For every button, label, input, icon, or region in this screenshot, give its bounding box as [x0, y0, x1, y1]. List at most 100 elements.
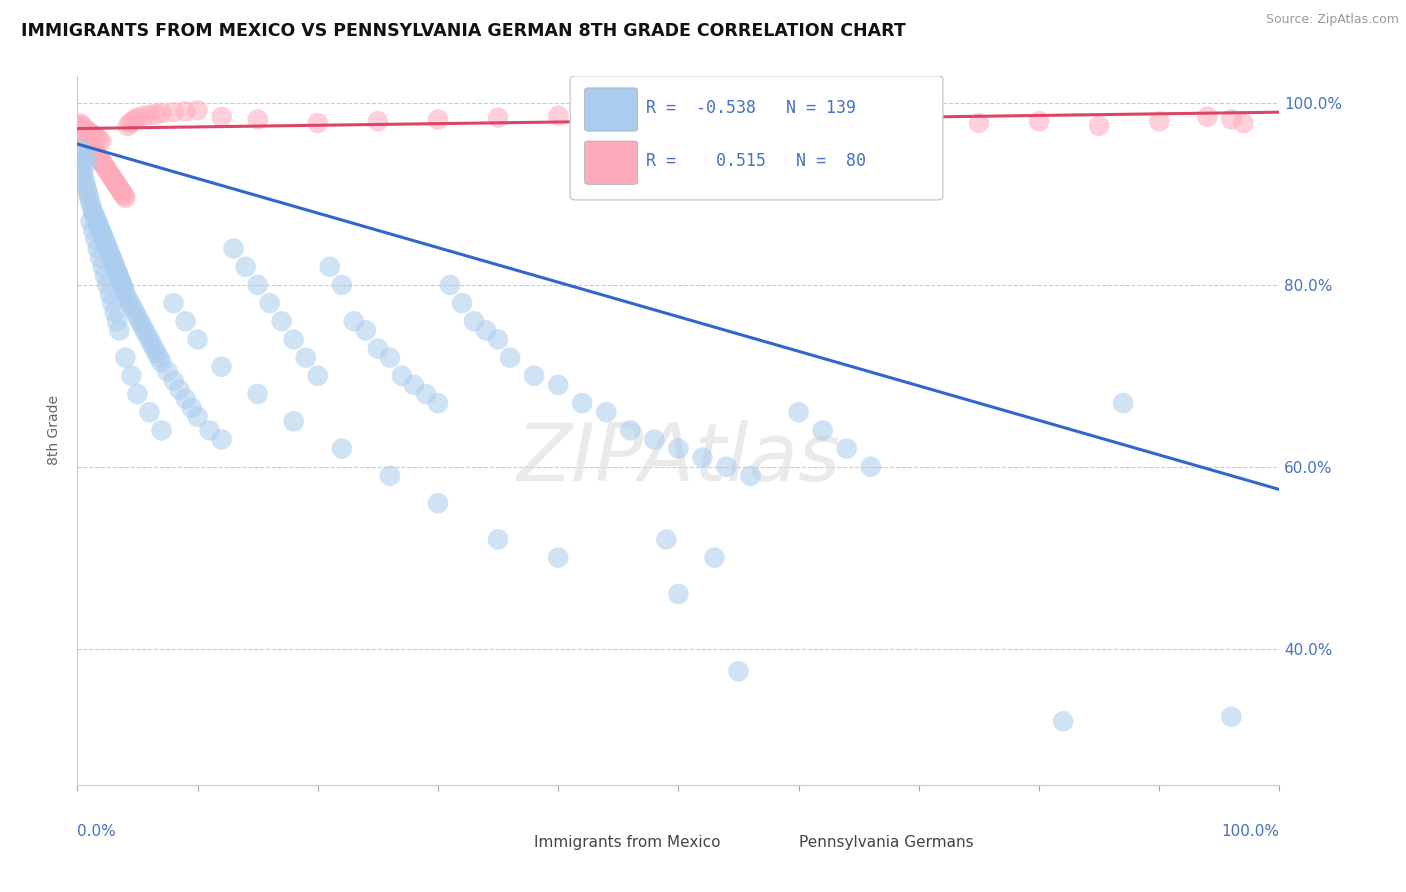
- Point: [105, 264, 128, 278]
- Point: [90, 154, 112, 169]
- Point: [97, 165, 120, 179]
- Text: R =    0.515   N =  80: R = 0.515 N = 80: [645, 152, 866, 169]
- Point: [97, 244, 120, 258]
- Point: [486, 111, 509, 125]
- Point: [80, 127, 103, 141]
- Point: [83, 207, 105, 221]
- Point: [110, 273, 132, 287]
- Point: [105, 314, 128, 328]
- Point: [91, 156, 114, 170]
- Point: [835, 442, 858, 456]
- Point: [486, 333, 509, 347]
- Point: [211, 433, 233, 447]
- Point: [367, 114, 389, 128]
- Point: [101, 170, 124, 185]
- Point: [67, 119, 90, 133]
- Point: [117, 119, 139, 133]
- Text: R =  -0.538   N = 139: R = -0.538 N = 139: [645, 99, 856, 117]
- Text: Source: ZipAtlas.com: Source: ZipAtlas.com: [1265, 13, 1399, 27]
- Point: [86, 147, 108, 161]
- FancyBboxPatch shape: [769, 810, 790, 838]
- Point: [73, 121, 96, 136]
- Point: [162, 373, 184, 387]
- Point: [174, 104, 197, 119]
- Point: [439, 277, 461, 292]
- Point: [101, 296, 124, 310]
- Point: [108, 270, 131, 285]
- Point: [87, 216, 110, 230]
- Point: [86, 214, 108, 228]
- Point: [787, 405, 810, 419]
- Point: [415, 387, 437, 401]
- Point: [402, 378, 425, 392]
- Point: [87, 219, 110, 233]
- Point: [128, 314, 150, 328]
- Point: [1112, 396, 1135, 410]
- Point: [1052, 714, 1074, 729]
- Point: [94, 235, 117, 249]
- Point: [117, 292, 139, 306]
- Point: [132, 109, 155, 123]
- Point: [330, 277, 353, 292]
- Point: [70, 123, 93, 137]
- Point: [499, 351, 522, 365]
- Point: [111, 185, 134, 199]
- Point: [1028, 114, 1050, 128]
- Point: [79, 125, 101, 139]
- Point: [1088, 119, 1111, 133]
- Point: [186, 409, 209, 424]
- Point: [427, 496, 450, 510]
- Point: [103, 255, 125, 269]
- Point: [89, 251, 111, 265]
- Point: [235, 260, 257, 274]
- Point: [811, 424, 834, 438]
- Point: [105, 178, 128, 192]
- Point: [75, 178, 97, 192]
- Point: [112, 189, 135, 203]
- Point: [475, 323, 498, 337]
- Point: [523, 368, 546, 383]
- Point: [75, 130, 97, 145]
- Point: [111, 276, 134, 290]
- Point: [94, 160, 117, 174]
- Point: [72, 127, 94, 141]
- Point: [547, 550, 569, 565]
- Point: [307, 116, 329, 130]
- Point: [111, 279, 134, 293]
- Point: [1232, 116, 1254, 130]
- Point: [124, 112, 146, 127]
- Point: [330, 442, 353, 456]
- Point: [716, 459, 738, 474]
- Point: [100, 249, 122, 263]
- Point: [112, 283, 135, 297]
- Point: [90, 225, 112, 239]
- Point: [283, 333, 305, 347]
- Point: [96, 277, 118, 292]
- Point: [1197, 110, 1219, 124]
- Point: [98, 167, 121, 181]
- Point: [114, 191, 136, 205]
- Point: [79, 196, 101, 211]
- Point: [1149, 114, 1171, 128]
- Point: [848, 103, 870, 118]
- Point: [619, 424, 641, 438]
- Point: [186, 333, 209, 347]
- Point: [108, 323, 131, 337]
- Point: [121, 301, 143, 315]
- Point: [595, 405, 617, 419]
- Point: [908, 102, 931, 116]
- Point: [79, 137, 101, 152]
- Point: [72, 169, 94, 183]
- Point: [294, 351, 316, 365]
- Point: [96, 237, 118, 252]
- Point: [69, 151, 91, 165]
- Point: [98, 246, 121, 260]
- Point: [87, 242, 110, 256]
- Point: [246, 387, 269, 401]
- Point: [87, 151, 110, 165]
- Point: [547, 109, 569, 123]
- Point: [73, 128, 96, 143]
- Point: [87, 149, 110, 163]
- Point: [668, 107, 690, 121]
- Point: [211, 110, 233, 124]
